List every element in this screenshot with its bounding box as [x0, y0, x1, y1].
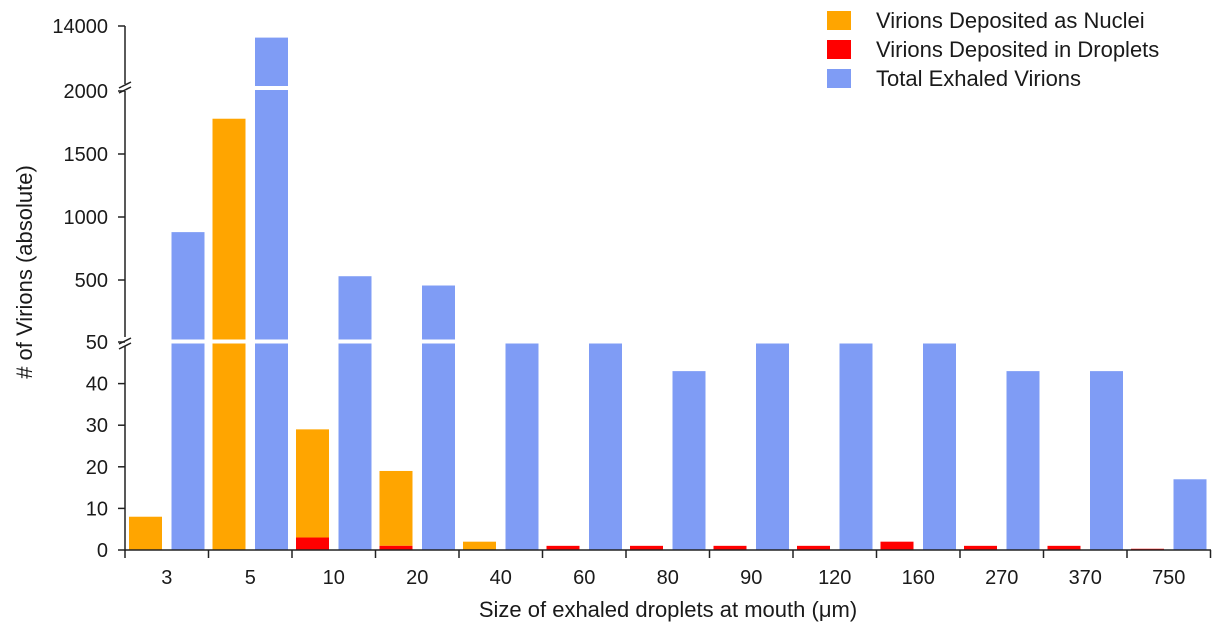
legend-label-1: Virions Deposited in Droplets — [876, 37, 1159, 62]
bar-droplets-80 — [630, 545, 663, 550]
y-tick-label-1000: 1000 — [64, 207, 109, 229]
y-tick-label-500: 500 — [75, 270, 108, 292]
x-tick-label-3: 3 — [161, 567, 172, 589]
legend-label-0: Virions Deposited as Nuclei — [876, 8, 1145, 33]
legend-swatch-2 — [827, 69, 851, 88]
x-tick-label-160: 160 — [902, 567, 935, 589]
bar-total-40 — [505, 339, 539, 550]
y-tick-label-10: 10 — [86, 498, 108, 520]
y-axis-title: # of Virions (absolute) — [12, 165, 37, 379]
x-tick-label-750: 750 — [1152, 567, 1185, 589]
bar-nuclei-3 — [129, 516, 162, 550]
y-tick-label-20: 20 — [86, 457, 108, 479]
bar-total-90 — [756, 342, 789, 550]
bar-nuclei-10 — [296, 429, 329, 538]
bar-nuclei-40 — [463, 541, 496, 550]
bar-total-3 — [171, 232, 205, 550]
bar-total-120 — [839, 342, 873, 550]
x-tick-label-60: 60 — [573, 567, 595, 589]
x-tick-labels: 3 5 10 20 40 60 80 90 120 160 270 370 750 — [161, 567, 1185, 589]
bar-droplets-60 — [546, 545, 580, 550]
axis-break-gap-upper — [128, 86, 1231, 90]
bar-total-160 — [923, 342, 956, 550]
x-tick-label-90: 90 — [740, 567, 762, 589]
legend-label-2: Total Exhaled Virions — [876, 66, 1081, 91]
y-tick-label-1500: 1500 — [64, 144, 109, 166]
x-tick-label-10: 10 — [323, 567, 345, 589]
bar-droplets-270 — [964, 545, 997, 550]
legend: Virions Deposited as Nuclei Virions Depos… — [827, 8, 1159, 91]
axis-break-gaps — [128, 86, 1231, 344]
bar-total-20 — [422, 285, 455, 550]
x-tick-label-80: 80 — [657, 567, 679, 589]
legend-swatch-1 — [827, 40, 851, 59]
bar-total-370 — [1090, 371, 1123, 550]
x-tick-label-40: 40 — [490, 567, 512, 589]
axis-break-gap-lower — [128, 339, 1231, 344]
legend-swatch-0 — [827, 11, 851, 30]
bar-total-5 — [255, 37, 288, 551]
y-tick-labels: 0 10 20 30 40 50 500 1000 1500 2000 14000 — [52, 16, 108, 562]
y-tick-label-30: 30 — [86, 415, 108, 437]
bar-nuclei-20 — [379, 470, 413, 546]
bar-droplets-370 — [1047, 545, 1081, 550]
x-tick-label-370: 370 — [1069, 567, 1102, 589]
bar-total-750 — [1173, 479, 1207, 550]
bar-total-60 — [589, 342, 622, 550]
bar-droplets-90 — [713, 545, 747, 550]
axis-break-mark-lower — [118, 337, 132, 350]
x-tick-label-270: 270 — [985, 567, 1018, 589]
y-tick-label-0: 0 — [97, 540, 108, 562]
x-tick-label-120: 120 — [818, 567, 851, 589]
bar-nuclei-5 — [212, 118, 246, 550]
y-tick-label-50: 50 — [86, 332, 108, 354]
bar-droplets-10 — [296, 537, 329, 550]
x-tick-label-20: 20 — [406, 567, 428, 589]
x-axis-title: Size of exhaled droplets at mouth (μm) — [479, 597, 857, 622]
x-tick-label-5: 5 — [245, 567, 256, 589]
axes-group — [118, 25, 1212, 558]
bar-droplets-20 — [379, 545, 413, 550]
bar-droplets-160 — [880, 541, 914, 550]
y-tick-label-40: 40 — [86, 374, 108, 396]
axis-break-mark-upper — [118, 81, 132, 94]
bar-total-270 — [1006, 371, 1040, 550]
y-tick-label-2000: 2000 — [64, 81, 109, 103]
bar-droplets-120 — [797, 545, 830, 550]
bars-group — [129, 37, 1207, 551]
bar-total-80 — [672, 371, 706, 550]
y-tick-label-14000: 14000 — [52, 16, 108, 38]
bar-total-10 — [338, 276, 372, 550]
